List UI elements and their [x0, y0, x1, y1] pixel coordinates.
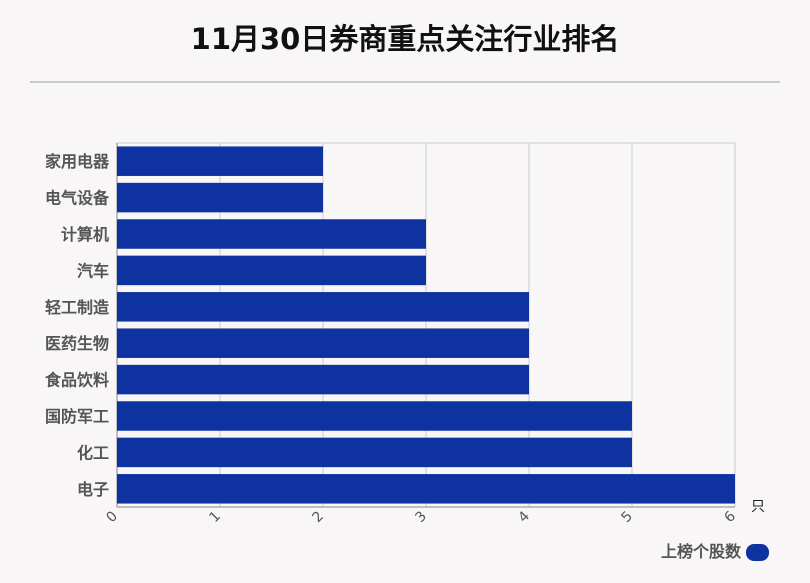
- x-tick-label-2: 2: [309, 508, 327, 526]
- category-label-7: 国防军工: [45, 407, 109, 426]
- category-label-8: 化工: [77, 443, 109, 462]
- bar-6[interactable]: [117, 364, 529, 395]
- category-label-6: 食品饮料: [44, 371, 109, 390]
- category-label-1: 电气设备: [45, 189, 110, 208]
- category-label-2: 计算机: [61, 225, 109, 244]
- x-tick-label-1: 1: [206, 508, 224, 526]
- chart-title: 11月30日券商重点关注行业排名: [191, 22, 620, 56]
- bars: [117, 146, 735, 504]
- legend[interactable]: 上榜个股数: [661, 542, 769, 561]
- x-tick-label-0: 0: [103, 508, 121, 526]
- category-label-5: 医药生物: [45, 334, 109, 353]
- bar-2[interactable]: [117, 219, 426, 249]
- category-label-3: 汽车: [77, 261, 109, 280]
- x-tick-label-6: 6: [721, 508, 739, 526]
- category-label-9: 电子: [77, 480, 109, 499]
- category-label-4: 轻工制造: [45, 298, 110, 317]
- x-tick-label-3: 3: [412, 508, 430, 526]
- category-label-0: 家用电器: [45, 152, 110, 171]
- legend-series-label: 上榜个股数: [661, 542, 742, 561]
- x-axis-tick-labels: 0 1 2 3 4 5 6: [103, 508, 739, 526]
- bar-3[interactable]: [117, 255, 426, 286]
- bar-4[interactable]: [117, 292, 529, 322]
- bar-9[interactable]: [117, 474, 735, 504]
- x-tick-label-5: 5: [618, 508, 636, 526]
- bar-1[interactable]: [117, 182, 323, 213]
- bar-5[interactable]: [117, 328, 529, 358]
- x-axis-unit-label: 只: [751, 499, 765, 515]
- legend-swatch: [746, 544, 769, 561]
- x-tick-label-4: 4: [515, 508, 533, 526]
- bar-7[interactable]: [117, 401, 632, 431]
- bar-0[interactable]: [117, 146, 323, 176]
- bar-8[interactable]: [117, 437, 632, 468]
